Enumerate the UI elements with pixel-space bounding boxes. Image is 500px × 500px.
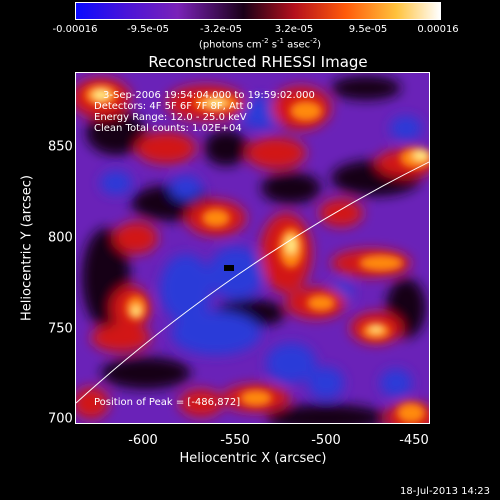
footer-date: 18-Jul-2013 14:23 [399,486,490,497]
colorbar-tick: 9.5e-05 [348,24,388,35]
colorbar-tick: 0.00016 [417,24,459,35]
x-tick-label: -450 [399,433,429,448]
y-tick-label: 800 [48,230,73,246]
units-exponent: -2 [261,37,269,45]
x-tick-label: -500 [311,433,341,448]
peak-marker [224,265,234,271]
units-text: asec [284,39,311,51]
units-exponent: -1 [277,37,285,45]
units-text: (photons cm [198,39,262,51]
units-text: ) [317,39,322,51]
image-hotspots [85,85,429,423]
colorbar-tick: -3.2e-05 [200,24,242,35]
colorbar-units: (photons cm-2 s-1 asec-2) [199,37,321,50]
units-exponent: -2 [310,37,318,45]
energy-range-text: Energy Range: 12.0 - 25.0 keV [94,112,247,123]
colorbar-tick: 3.2e-05 [274,24,314,35]
colorbar-tick: -9.5e-05 [127,24,169,35]
x-axis-label: Heliocentric X (arcsec) [179,451,327,466]
peak-position-text: Position of Peak = [-486,872] [94,397,241,408]
plot-title: Reconstructed RHESSI Image [148,53,368,71]
units-text: s [268,39,278,51]
clean-counts-text: Clean Total counts: 1.02E+04 [94,123,242,134]
solar-limb-line [76,161,429,404]
y-tick-label: 750 [48,321,73,337]
y-tick-label: 850 [48,139,73,155]
time-range-text: 3-Sep-2006 19:54:04.000 to 19:59:02.000 [103,90,315,101]
detectors-text: Detectors: 4F 5F 6F 7F 8F, Att 0 [94,101,254,112]
colorbar-tick: -0.00016 [52,24,98,35]
image-canvas [76,73,429,423]
rhessi-image [75,72,430,424]
x-tick-label: -600 [128,433,158,448]
y-axis-label: Heliocentric Y (arcsec) [19,175,35,321]
colorbar [75,2,441,20]
x-tick-label: -550 [220,433,250,448]
y-tick-label: 700 [48,411,73,427]
